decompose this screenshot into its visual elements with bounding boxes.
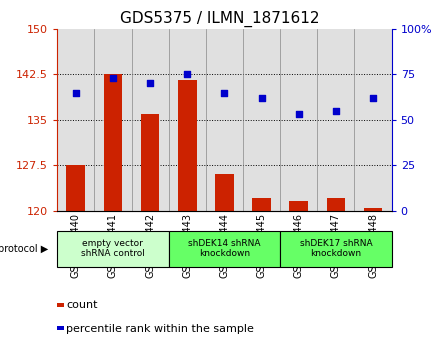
Point — [332, 108, 339, 114]
Text: percentile rank within the sample: percentile rank within the sample — [66, 323, 254, 334]
Bar — [178, 81, 197, 211]
Text: GDS5375 / ILMN_1871612: GDS5375 / ILMN_1871612 — [120, 11, 320, 27]
Point — [147, 81, 154, 86]
Point — [184, 72, 191, 77]
Text: count: count — [66, 300, 98, 310]
Bar — [364, 208, 382, 211]
Bar — [104, 74, 122, 211]
Point — [72, 90, 79, 95]
Text: shDEK14 shRNA
knockdown: shDEK14 shRNA knockdown — [188, 239, 260, 258]
Text: shDEK17 shRNA
knockdown: shDEK17 shRNA knockdown — [300, 239, 372, 258]
Point — [258, 95, 265, 101]
Text: empty vector
shRNA control: empty vector shRNA control — [81, 239, 145, 258]
Point — [110, 75, 117, 81]
Point — [370, 95, 377, 101]
Point — [221, 90, 228, 95]
Bar — [141, 114, 159, 211]
Point — [295, 111, 302, 117]
Bar — [252, 199, 271, 211]
Text: protocol ▶: protocol ▶ — [0, 244, 48, 254]
Bar — [66, 165, 85, 211]
Bar — [215, 174, 234, 211]
Bar — [290, 201, 308, 211]
Bar — [326, 199, 345, 211]
